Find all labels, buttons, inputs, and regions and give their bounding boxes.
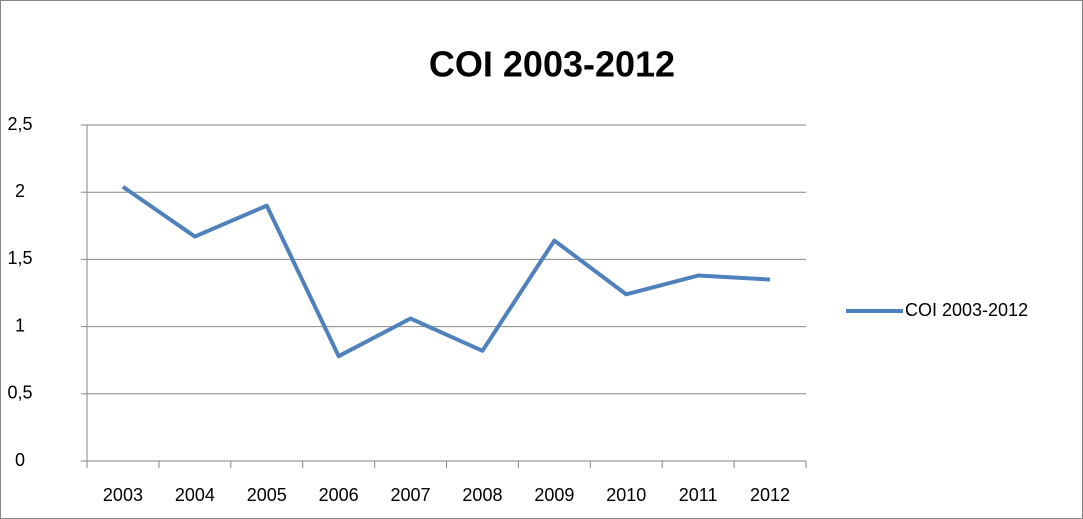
x-tick-label: 2010 [606, 485, 646, 505]
y-tick-label: 2 [15, 181, 25, 201]
y-tick-label: 2,5 [7, 114, 32, 134]
y-tick-label: 1,5 [7, 248, 32, 268]
y-tick-label: 1 [15, 315, 25, 335]
y-tick-label: 0,5 [7, 383, 32, 403]
x-tick-label: 2006 [319, 485, 359, 505]
x-tick-label: 2003 [103, 485, 143, 505]
y-tick-label: 0 [15, 450, 25, 470]
x-tick-label: 2004 [175, 485, 215, 505]
x-tick-label: 2008 [462, 485, 502, 505]
x-tick-label: 2007 [391, 485, 431, 505]
x-tick-label: 2009 [534, 485, 574, 505]
legend-label: COI 2003-2012 [905, 300, 1028, 320]
x-tick-label: 2012 [750, 485, 790, 505]
data-line [121, 185, 771, 359]
x-tick-label: 2011 [679, 485, 718, 505]
x-tick-label: 2005 [247, 485, 287, 505]
chart-title: COI 2003-2012 [429, 44, 675, 85]
